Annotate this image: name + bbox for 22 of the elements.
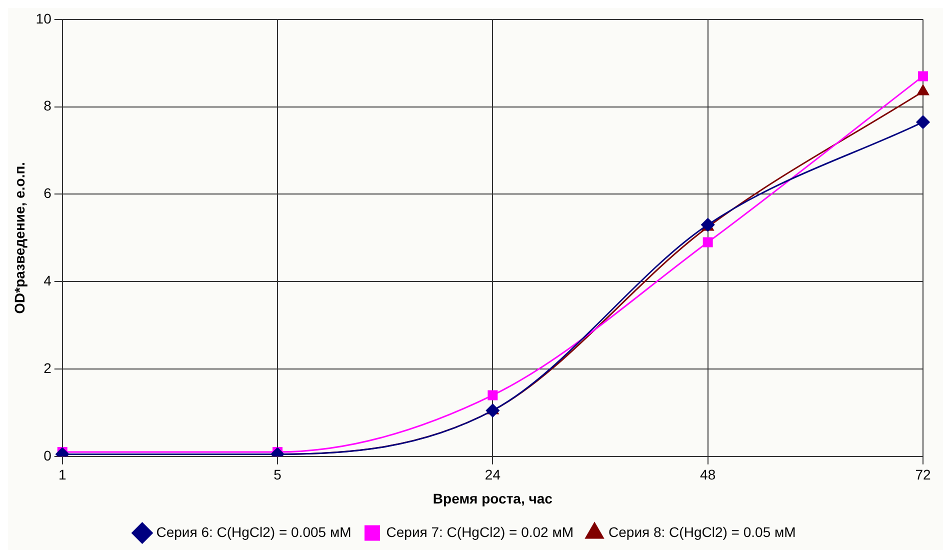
x-tick-label: 48 [700,466,716,483]
y-axis-title: OD*разведение, е.о.п. [11,162,28,314]
x-tick-label: 5 [274,466,282,483]
y-tick-label: 8 [44,98,52,114]
point [486,404,500,418]
y-tick-label: 2 [44,360,52,376]
y-tick-label: 10 [36,10,52,26]
point [918,71,928,82]
legend-label: Серия 8: C(HgCl2) = 0.05 мМ [608,524,796,540]
point [917,84,929,96]
x-tick-label: 1 [58,466,66,483]
point [916,115,930,129]
legend-label: Серия 7: C(HgCl2) = 0.02 мМ [386,524,574,540]
point [702,237,713,248]
x-tick-label: 24 [484,466,501,483]
y-tick-label: 6 [44,185,52,202]
y-tick-label: 4 [44,272,52,288]
x-tick-label: 72 [915,466,931,483]
x-axis-title: Время роста, час [432,490,553,506]
point [488,390,498,400]
y-tick-label: 0 [44,447,52,464]
legend-label: Серия 6: C(HgCl2) = 0.005 мМ [156,524,352,540]
